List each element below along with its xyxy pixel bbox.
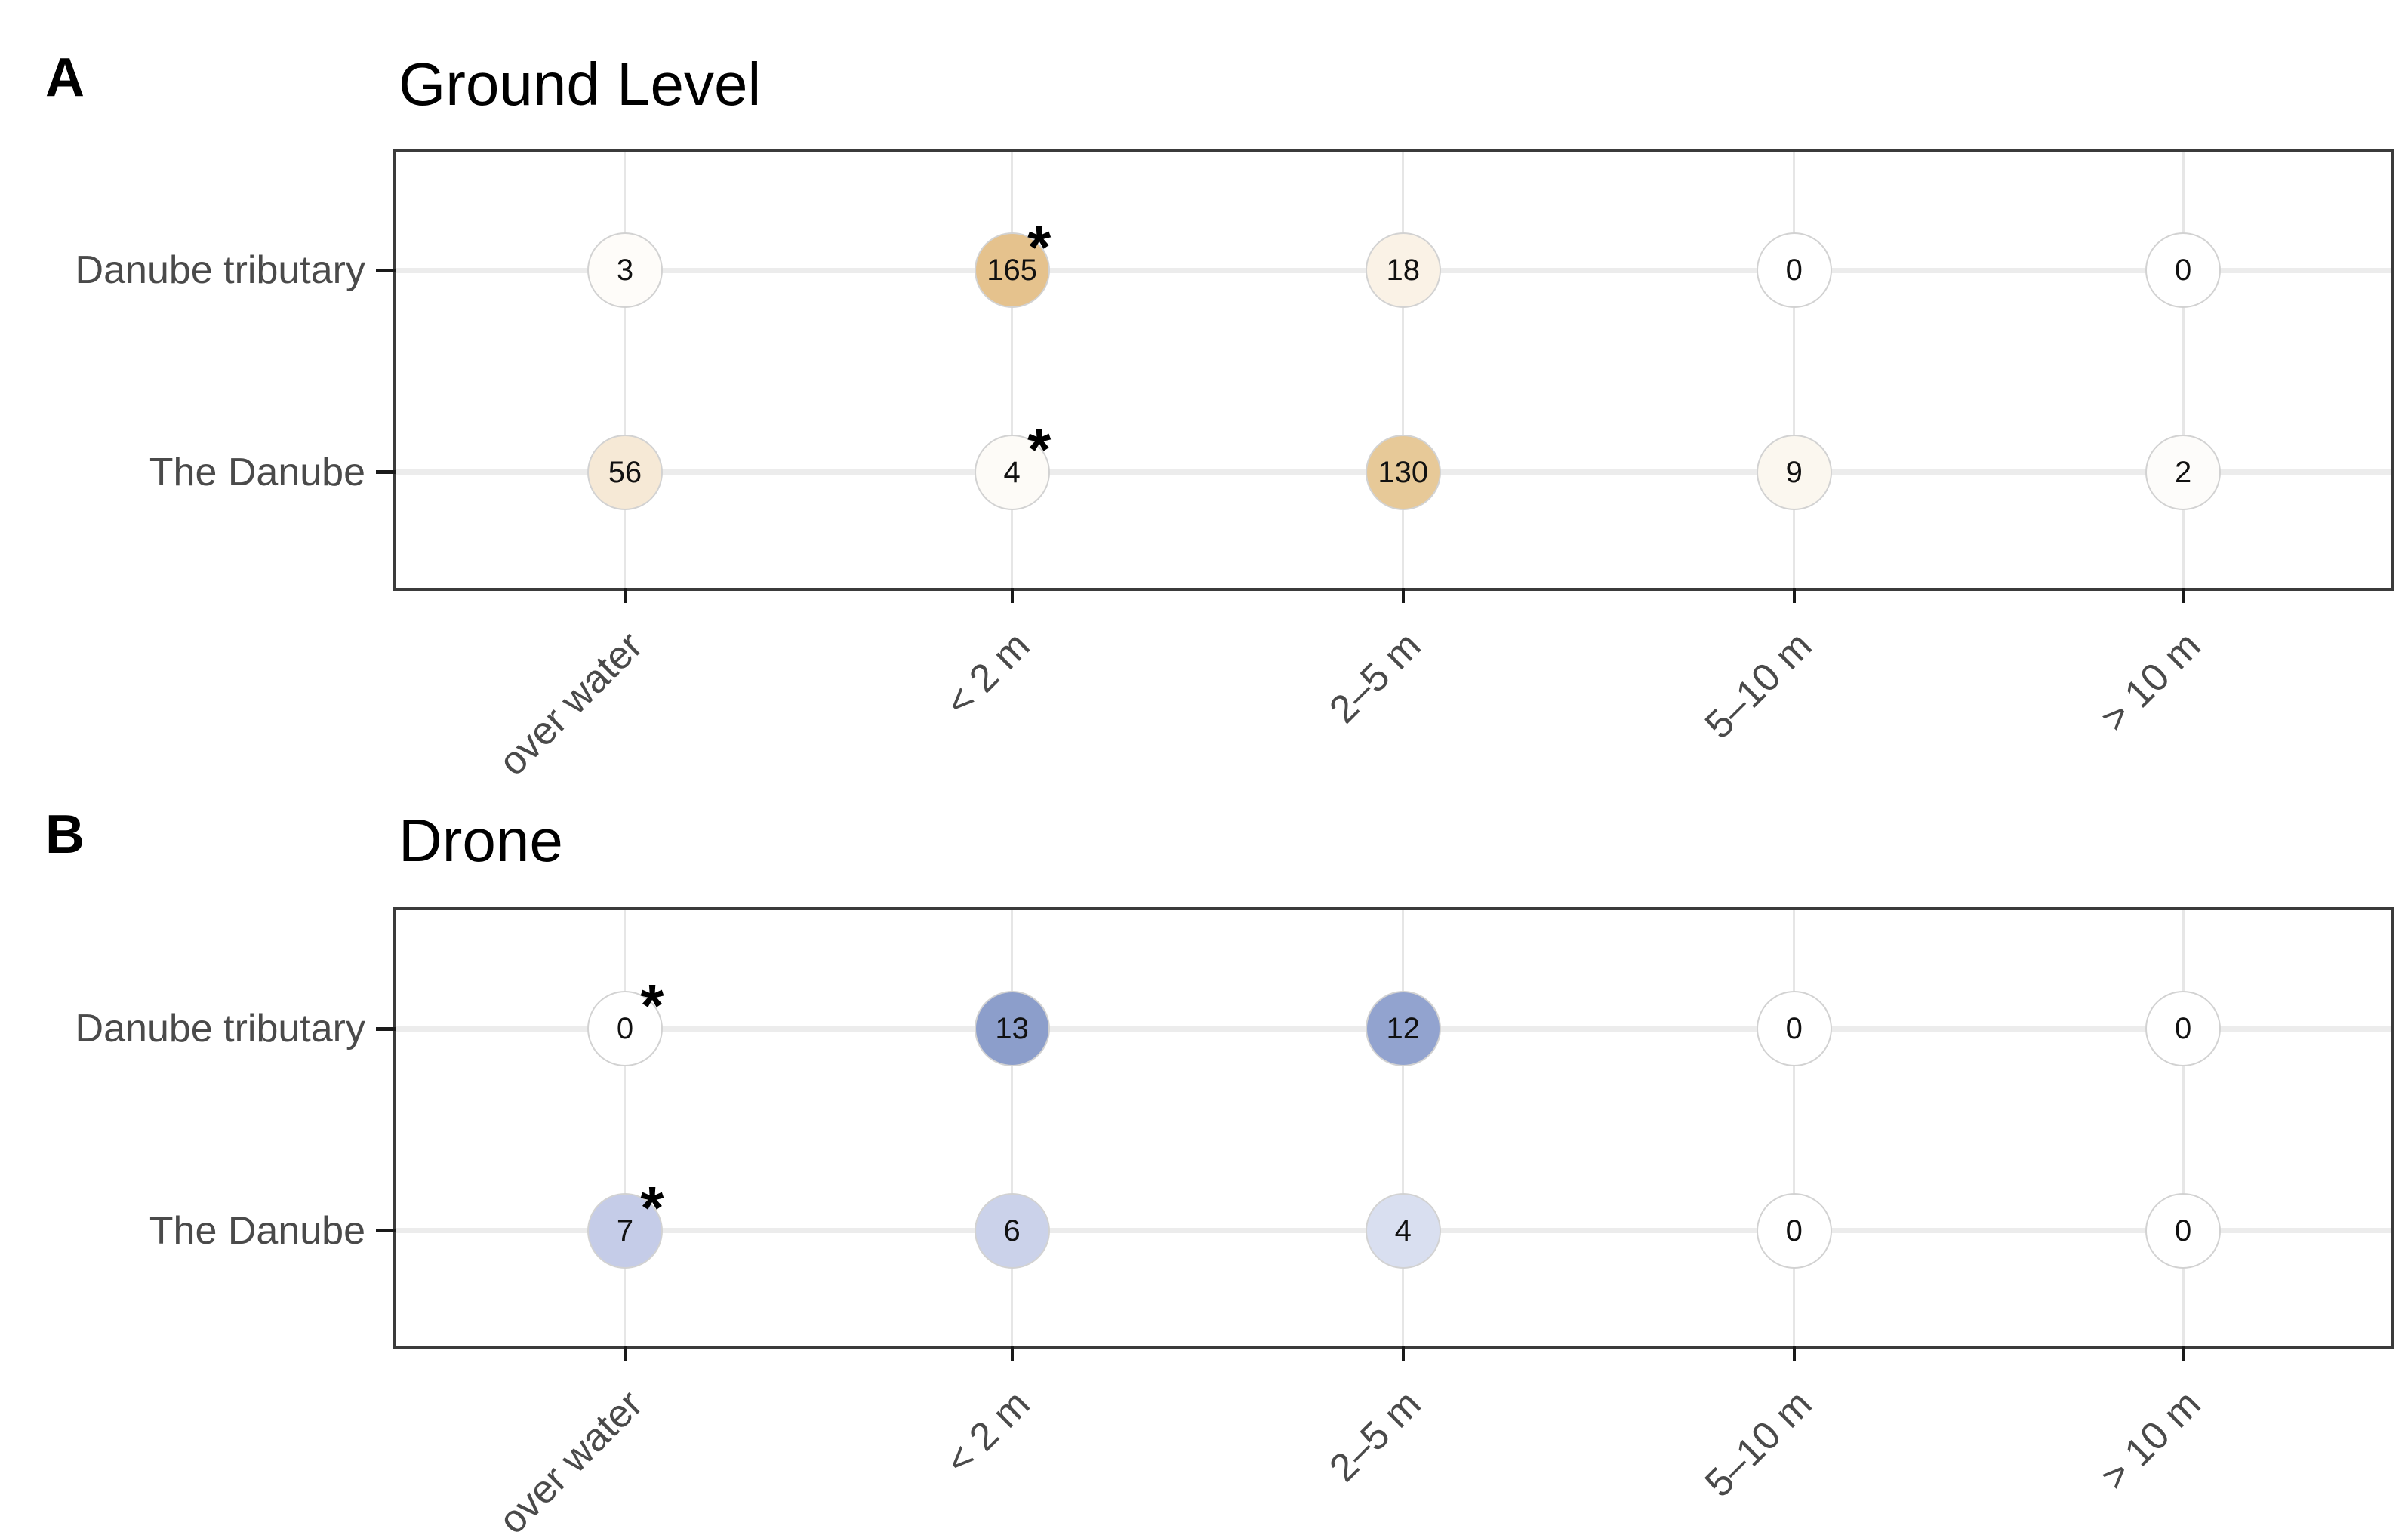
balloon-value: 0 <box>1785 1214 1803 1247</box>
panel-a-title: Ground Level <box>399 51 762 118</box>
balloon-circle: 2 <box>2145 434 2222 510</box>
x-axis-label: < 2 m <box>937 1382 1039 1484</box>
balloon-circle: 56 <box>587 434 663 510</box>
x-axis-label: > 10 m <box>2092 623 2209 740</box>
vertical-gridline <box>624 910 627 1346</box>
balloon-value: 0 <box>616 1012 634 1046</box>
y-axis-label: The Danube <box>149 450 365 494</box>
x-axis-label: over water <box>490 1382 651 1532</box>
panel-b-letter: B <box>45 804 85 865</box>
vertical-gridline <box>1793 910 1796 1346</box>
vertical-gridline <box>2182 910 2185 1346</box>
balloon-value: 4 <box>1394 1214 1412 1247</box>
balloon-circle: 4 <box>974 434 1050 510</box>
y-axis-tick <box>376 1229 396 1233</box>
balloon-value: 165 <box>987 254 1038 288</box>
balloon-circle: 9 <box>1756 434 1832 510</box>
x-axis-label: 2–5 m <box>1320 1382 1430 1490</box>
panel-a-letter: A <box>45 48 85 108</box>
x-axis-tick <box>1010 1346 1014 1361</box>
balloon-circle: 0 <box>587 991 663 1067</box>
y-axis-label: The Danube <box>149 1208 365 1253</box>
balloon-circle: 0 <box>2145 232 2222 309</box>
balloon-circle: 6 <box>974 1192 1050 1269</box>
balloon-circle: 3 <box>587 232 663 309</box>
panel-b-plot-area: 0 * 13 12 0 0 7 * 6 4 0 0 over water < 2 m 2–5 m 5–10 m… <box>75 907 2394 1532</box>
significance-asterisk: * <box>1027 214 1052 281</box>
significance-asterisk: * <box>640 972 664 1040</box>
x-axis-tick <box>1401 588 1405 603</box>
x-axis-tick <box>2182 1346 2185 1361</box>
x-axis-tick <box>623 588 627 603</box>
x-axis-tick <box>1792 588 1796 603</box>
y-axis-tick <box>376 470 396 475</box>
balloon-circle: 18 <box>1365 232 1441 309</box>
balloon-value: 7 <box>616 1214 634 1247</box>
y-axis-tick <box>376 268 396 272</box>
balloon-value: 18 <box>1386 254 1420 288</box>
balloon-value: 0 <box>1785 1012 1803 1046</box>
y-axis-label: Danube tributary <box>75 1007 365 1051</box>
balloon-value: 0 <box>2175 1214 2192 1247</box>
balloon-value: 0 <box>2175 1012 2192 1046</box>
balloon-value: 2 <box>2175 455 2192 489</box>
balloon-value: 12 <box>1386 1012 1420 1046</box>
x-axis-label: > 10 m <box>2092 1382 2209 1499</box>
x-axis-tick <box>2182 588 2185 603</box>
balloon-circle: 7 <box>587 1192 663 1269</box>
balloon-value: 130 <box>1378 455 1429 489</box>
balloon-circle: 130 <box>1365 434 1441 510</box>
balloon-value: 4 <box>1003 455 1021 489</box>
x-axis-label: 5–10 m <box>1696 623 1821 748</box>
panel-b-title: Drone <box>399 807 563 874</box>
balloon-circle: 13 <box>974 991 1050 1067</box>
balloon-value: 56 <box>608 455 642 489</box>
vertical-gridline <box>1011 152 1014 588</box>
balloon-circle: 0 <box>2145 1192 2222 1269</box>
vertical-gridline <box>1011 910 1014 1346</box>
balloon-circle: 0 <box>1756 232 1832 309</box>
x-axis-tick <box>1401 1346 1405 1361</box>
panel-a-plot-area: 3 165 * 18 0 0 56 4 * 130 9 2 over water < 2 m 2–5 m 5–… <box>75 149 2394 784</box>
vertical-gridline <box>624 152 627 588</box>
balloon-circle: 165 <box>974 232 1050 309</box>
y-axis-label: Danube tributary <box>75 248 365 293</box>
x-axis-label: 2–5 m <box>1320 623 1430 732</box>
balloon-value: 0 <box>2175 254 2192 288</box>
vertical-gridline <box>2182 152 2185 588</box>
y-axis-tick <box>376 1026 396 1031</box>
balloon-circle: 4 <box>1365 1192 1441 1269</box>
x-axis-label: < 2 m <box>937 623 1039 725</box>
significance-asterisk: * <box>1027 415 1052 483</box>
balloon-value: 9 <box>1785 455 1803 489</box>
balloon-circle: 0 <box>1756 991 1832 1067</box>
balloon-value: 6 <box>1003 1214 1021 1247</box>
vertical-gridline <box>1402 152 1405 588</box>
x-axis-tick <box>623 1346 627 1361</box>
x-axis-tick <box>1792 1346 1796 1361</box>
significance-asterisk: * <box>640 1174 664 1241</box>
balloon-circle: 0 <box>2145 991 2222 1067</box>
balloon-circle: 12 <box>1365 991 1441 1067</box>
x-axis-tick <box>1010 588 1014 603</box>
balloon-circle: 0 <box>1756 1192 1832 1269</box>
balloon-value: 13 <box>995 1012 1029 1046</box>
x-axis-label: 5–10 m <box>1696 1382 1821 1506</box>
balloon-value: 0 <box>1785 254 1803 288</box>
vertical-gridline <box>1402 910 1405 1346</box>
balloon-value: 3 <box>616 254 634 288</box>
vertical-gridline <box>1793 152 1796 588</box>
